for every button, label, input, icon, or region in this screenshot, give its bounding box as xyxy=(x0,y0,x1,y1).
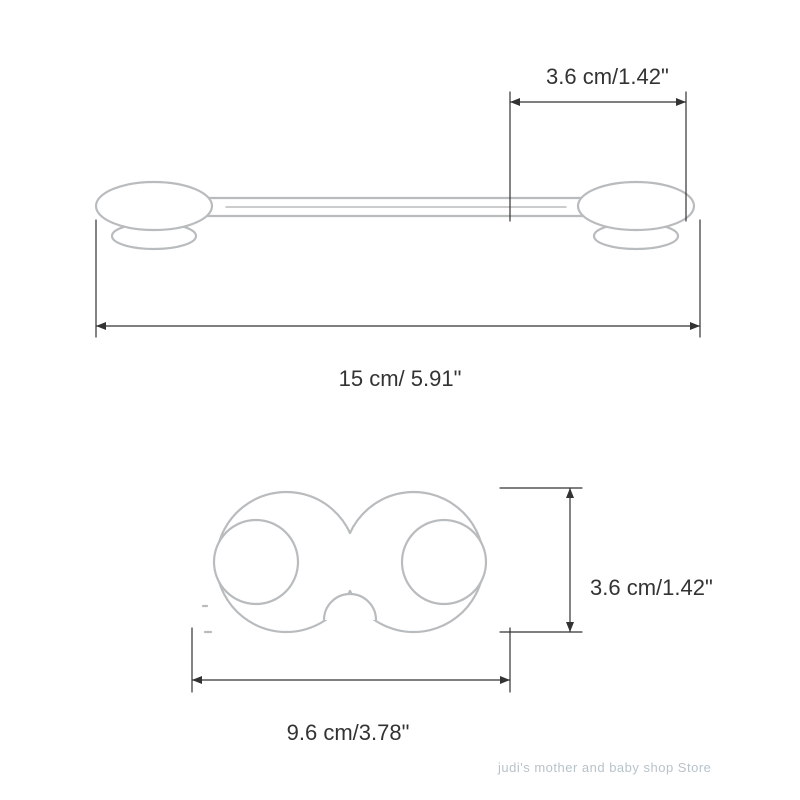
store-watermark: judi's mother and baby shop Store xyxy=(498,760,711,775)
dim-mid-width-label: 15 cm/ 5.91" xyxy=(339,366,462,392)
dim-top-width-label: 3.6 cm/1.42" xyxy=(546,64,669,90)
dim-bot-width-label: 9.6 cm/3.78" xyxy=(287,720,410,746)
diagram-svg xyxy=(0,0,800,800)
dim-bot-height-label: 3.6 cm/1.42" xyxy=(590,575,713,601)
